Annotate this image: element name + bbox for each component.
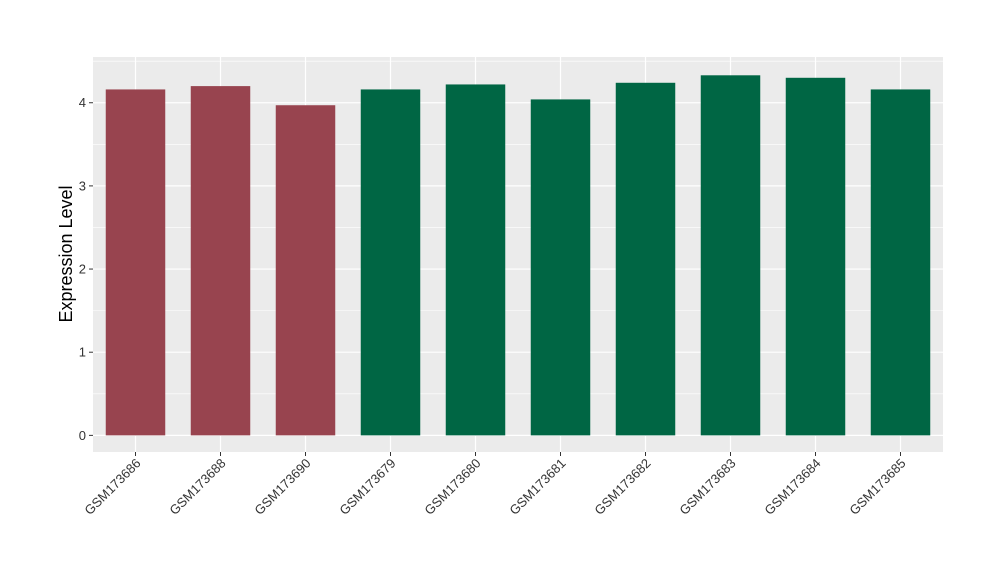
bar-GSM173683 bbox=[700, 75, 761, 436]
x-tick-label: GSM173679 bbox=[336, 456, 398, 518]
bar-GSM173688 bbox=[190, 86, 251, 436]
x-tick-label: GSM173682 bbox=[591, 456, 653, 518]
bar-GSM173679 bbox=[360, 89, 421, 436]
bar-GSM173681 bbox=[530, 99, 591, 436]
x-tick-label: GSM173686 bbox=[81, 456, 143, 518]
y-tick-label: 2 bbox=[79, 262, 86, 277]
bar-GSM173684 bbox=[785, 77, 846, 436]
x-tick-label: GSM173681 bbox=[506, 456, 568, 518]
y-tick-label: 4 bbox=[79, 95, 86, 110]
bar-GSM173682 bbox=[615, 82, 676, 436]
bar-GSM173680 bbox=[445, 84, 506, 436]
x-axis: GSM173686 GSM173688 GSM173690 GSM173679 GSM1… bbox=[81, 452, 909, 518]
x-tick-label: GSM173688 bbox=[166, 456, 228, 518]
bar-GSM173685 bbox=[870, 89, 931, 436]
x-tick-label: GSM173685 bbox=[846, 456, 908, 518]
bars bbox=[105, 75, 931, 436]
y-tick-label: 0 bbox=[79, 428, 86, 443]
x-tick-label: GSM173683 bbox=[676, 456, 738, 518]
y-axis-title: Expression Level bbox=[56, 185, 76, 322]
y-tick-label: 1 bbox=[79, 345, 86, 360]
bar-GSM173686 bbox=[105, 89, 166, 436]
x-tick-label: GSM173680 bbox=[421, 456, 483, 518]
y-tick-label: 3 bbox=[79, 178, 86, 193]
x-tick-label: GSM173690 bbox=[251, 456, 313, 518]
x-tick-label: GSM173684 bbox=[761, 456, 823, 518]
y-axis: 0 1 2 3 4 bbox=[79, 95, 93, 443]
bar-GSM173690 bbox=[275, 105, 336, 436]
